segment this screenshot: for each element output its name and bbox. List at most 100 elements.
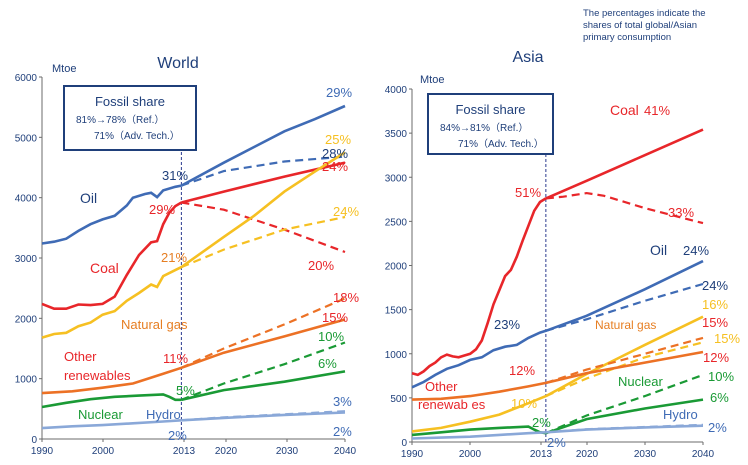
coal-adv-2040-label: 33% <box>668 205 694 220</box>
coal-reference-line <box>545 128 704 200</box>
oil-2013-label: 31% <box>162 168 188 183</box>
coal-reference-line <box>181 161 346 204</box>
other-2013-label: 11% <box>163 351 188 366</box>
fossil-share-ref: 81%→78%（Ref.） <box>76 114 164 126</box>
nuclear-name-label: Nuclear <box>78 407 123 422</box>
share-note-line-2: shares of total global/Asian <box>583 20 698 31</box>
hydro-ref-2040-label: 2% <box>333 424 352 439</box>
oil-2013-label: 23% <box>494 317 520 332</box>
nuclear-reference-line <box>181 370 346 402</box>
nuclear-adv-2040-label: 10% <box>708 369 734 384</box>
nuclear-ref-2040-label: 6% <box>710 390 729 405</box>
y-tick-label: 2000 <box>385 262 408 273</box>
fossil-share-frame <box>427 93 554 155</box>
natural-gas-adv-tech-line <box>545 341 704 398</box>
hydro-history-line <box>411 431 546 440</box>
hydro-reference-line <box>545 424 704 434</box>
y-tick-label: 3000 <box>385 173 408 184</box>
y-tick-label: 2500 <box>385 217 408 228</box>
fossil-share-box: Fossil share 81%→78%（Ref.） 71%（Adv. Tech.） <box>63 85 197 151</box>
coal-adv-tech-line <box>545 191 704 225</box>
nuclear-adv-2040-label: 10% <box>318 329 344 344</box>
unit-label: Mtoe <box>52 63 76 75</box>
oil-adv-2040-label: 28% <box>322 146 348 161</box>
x-tick-label: 2013 <box>530 449 553 460</box>
oil-name-label: Oil <box>650 242 667 258</box>
share-note-line-3: primary consumption <box>583 32 672 43</box>
share-note-line-1: The percentages indicate the <box>583 8 706 19</box>
oil-history-line <box>41 184 182 245</box>
other-ref-2040-label: 15% <box>322 310 348 325</box>
y-tick-label: 4000 <box>385 85 408 96</box>
nuclear-reference-line <box>545 398 704 435</box>
fossil-share-adv: 71%（Adv. Tech.） <box>458 138 544 150</box>
other-name-2-label: renewab es <box>418 397 486 412</box>
y-tick-label: 1500 <box>385 306 408 317</box>
hydro-name-label: Hydro <box>663 407 698 422</box>
x-tick-label: 2040 <box>692 449 715 460</box>
hydro-reference-line <box>181 411 346 422</box>
fossil-share-title: Fossil share <box>95 94 165 109</box>
coal-history-line <box>411 197 547 377</box>
hydro-adv-2040-label: 3% <box>333 394 352 409</box>
asia-chart: 0 500 1000 1500 2000 2500 3000 3500 4000 1990 2000… <box>385 49 741 460</box>
chart-title: World <box>157 55 199 72</box>
y-tick-label: 3500 <box>385 129 408 140</box>
other-name-1-label: Other <box>64 349 97 364</box>
other-renewables-adv-tech-line <box>545 336 704 384</box>
gas-ref-2040-label: 25% <box>325 132 351 147</box>
y-tick-label: 5000 <box>15 133 38 144</box>
gas-adv-2040-label: 15% <box>714 331 740 346</box>
oil-adv-tech-line <box>181 155 346 187</box>
x-tick-label: 2013 <box>173 446 196 457</box>
coal-history-line <box>41 201 183 311</box>
x-tick-label: 2030 <box>276 446 299 457</box>
gas-2013-label: 10% <box>511 396 537 411</box>
y-tick-label: 4000 <box>15 194 38 205</box>
nuclear-adv-tech-line <box>545 373 704 435</box>
gas-name-label: Natural gas <box>595 318 656 332</box>
y-tick-label: 1000 <box>15 375 38 386</box>
natural-gas-reference-line <box>545 315 704 398</box>
x-tick-label: 1990 <box>31 446 54 457</box>
y-tick-label: 6000 <box>15 73 38 84</box>
oil-reference-line <box>180 104 346 187</box>
x-tick-label: 2000 <box>459 449 482 460</box>
unit-label: Mtoe <box>420 74 444 86</box>
other-renewables-history-line <box>41 366 182 395</box>
x-tick-label: 2030 <box>634 449 657 460</box>
fossil-share-box: Fossil share 84%→81%（Ref.） 71%（Adv. Tech.） <box>427 93 554 155</box>
share-note: The percentages indicate the shares of t… <box>583 8 743 44</box>
natural-gas-history-line <box>411 394 547 433</box>
nuclear-history-line <box>41 393 182 409</box>
hydro-ref-2040-label: 2% <box>708 420 727 435</box>
x-tick-label: 2020 <box>215 446 238 457</box>
coal-name-label: Coal <box>610 102 639 118</box>
fossil-share-frame <box>63 85 197 151</box>
other-renewables-reference-line <box>545 350 704 385</box>
oil-ref-2040-label: 24% <box>683 243 709 258</box>
other-name-1-label: Other <box>425 379 458 394</box>
x-tick-label: 2040 <box>334 446 357 457</box>
natural-gas-history-line <box>41 265 182 339</box>
y-tick-label: 0 <box>31 435 37 446</box>
oil-adv-tech-line <box>545 282 704 332</box>
oil-history-line <box>411 329 547 389</box>
gas-name-label: Natural gas <box>121 317 188 332</box>
x-tick-label: 1990 <box>401 449 424 460</box>
x-tick-label: 2000 <box>92 446 115 457</box>
coal-name-label: Coal <box>90 260 119 276</box>
natural-gas-reference-line <box>180 151 346 269</box>
y-tick-label: 0 <box>401 438 407 449</box>
oil-name-label: Oil <box>80 190 97 206</box>
nuclear-2013-label: 2% <box>532 415 551 430</box>
coal-ref-2040-label: 24% <box>322 159 348 174</box>
hydro-2013-label: 2% <box>168 428 187 443</box>
nuclear-adv-tech-line <box>181 341 346 401</box>
nuclear-2013-label: 5% <box>176 383 195 398</box>
y-tick-label: 1000 <box>385 350 408 361</box>
other-renewables-adv-tech-line <box>180 297 346 369</box>
chart-title: Asia <box>512 49 543 66</box>
hydro-2013-label: 2% <box>547 435 566 450</box>
